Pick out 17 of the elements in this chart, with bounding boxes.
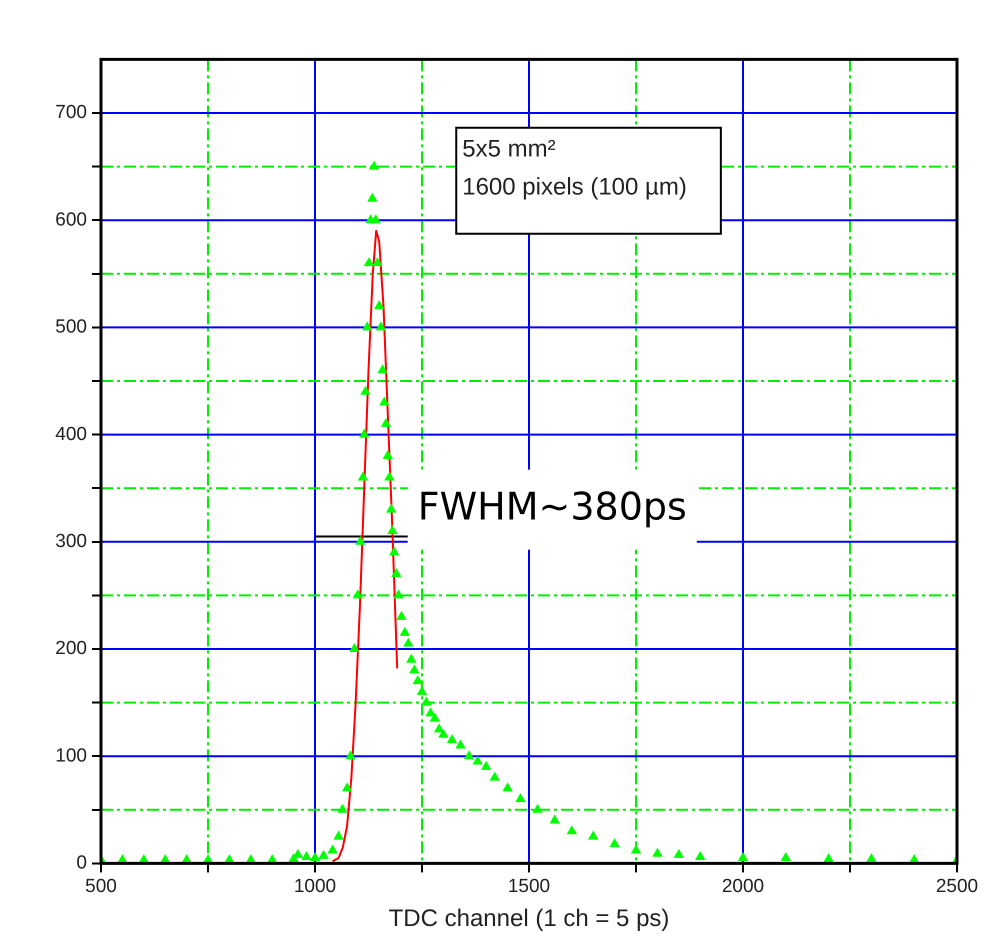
x-tick-label: 2000 bbox=[722, 876, 764, 898]
y-tick-label: 0 bbox=[76, 852, 87, 874]
x-tick-label: 2500 bbox=[936, 876, 978, 898]
y-tick-label: 600 bbox=[55, 209, 87, 230]
x-tick-label: 1000 bbox=[294, 876, 336, 898]
x-tick-label: 1500 bbox=[508, 876, 550, 898]
annotation: 5x5 mm² bbox=[462, 135, 556, 162]
y-tick-label: 200 bbox=[55, 638, 87, 660]
y-tick-label: 700 bbox=[55, 102, 87, 124]
annotation: FWHM~380ps bbox=[418, 484, 687, 528]
annotation: 1600 pixels (100 µm) bbox=[462, 173, 687, 200]
y-tick-label: 500 bbox=[55, 316, 87, 338]
y-tick-label: 400 bbox=[55, 424, 87, 445]
x-axis-title: TDC channel (1 ch = 5 ps) bbox=[388, 905, 670, 932]
x-tick-label: 500 bbox=[85, 876, 117, 898]
y-tick-label: 100 bbox=[55, 745, 87, 766]
y-tick-label: 300 bbox=[55, 531, 87, 552]
